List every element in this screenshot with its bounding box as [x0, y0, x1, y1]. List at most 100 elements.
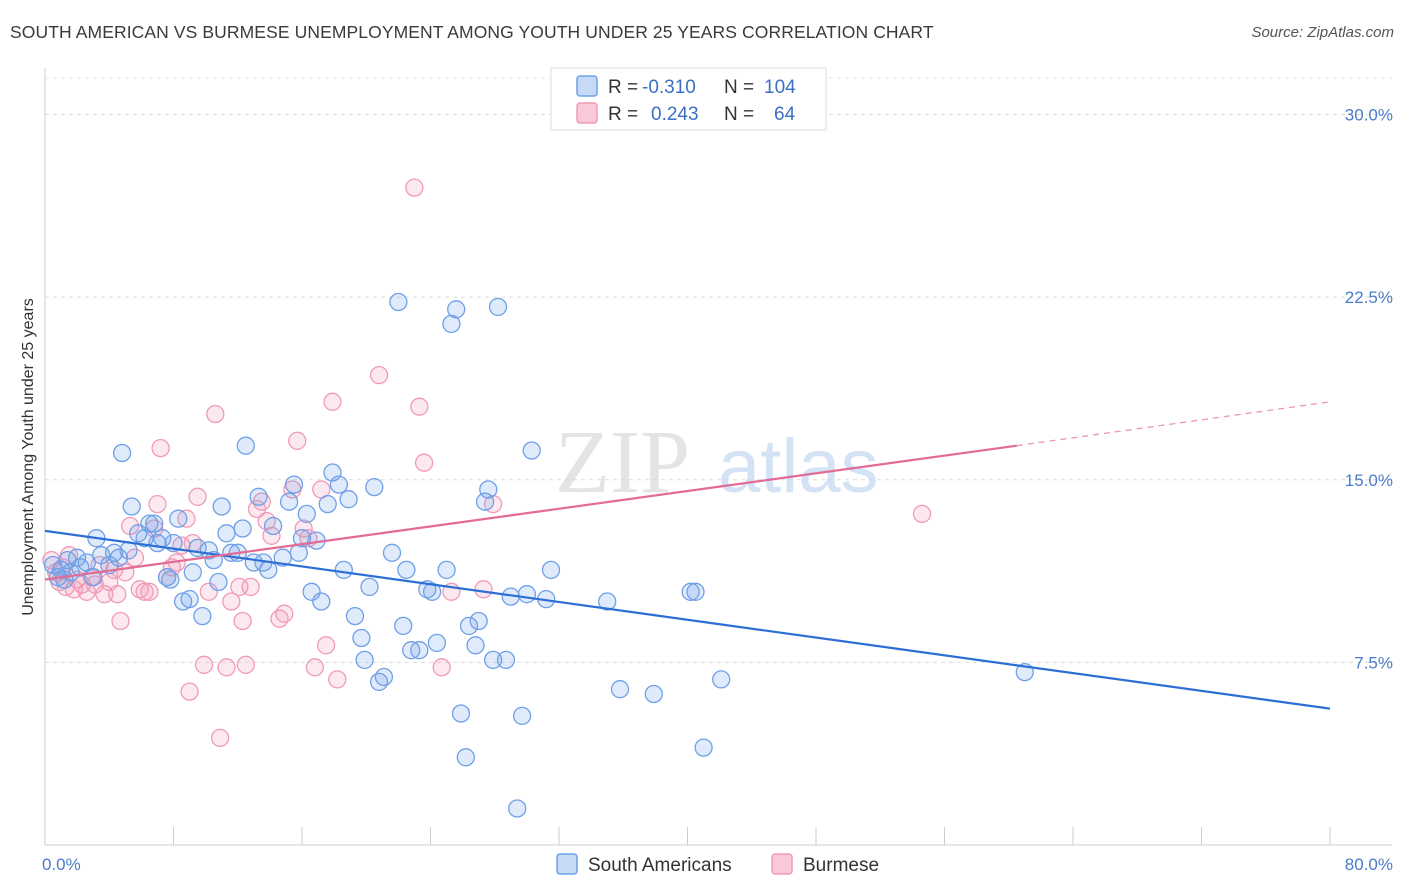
legend-n-value-1: 104: [764, 77, 796, 98]
trend-lines: [44, 401, 1331, 710]
south-americans-point-41: [236, 436, 255, 455]
south-americans-point-21: [145, 514, 164, 533]
bottom-legend-label-south-americans: South Americans: [588, 855, 732, 876]
burmese-point-57: [316, 636, 336, 655]
burmese-point-66: [474, 580, 493, 599]
legend-n-label-2: N =: [724, 104, 754, 125]
burmese-point-62: [410, 397, 429, 416]
south-americans-point-51: [292, 529, 312, 548]
legend-n-value-2: 64: [774, 104, 796, 125]
chart-source: Source: ZipAtlas.com: [1251, 24, 1394, 41]
legend-r-label-1: R =: [608, 77, 638, 98]
south-americans-point-67: [374, 667, 394, 687]
south-americans-point-29: [180, 589, 199, 609]
south-americans-point-20: [140, 514, 159, 533]
burmese-point-32: [180, 682, 199, 701]
y-tick-label-0: 7.5%: [1354, 653, 1393, 672]
south-americans-point-62: [352, 628, 371, 648]
south-americans-point-70: [394, 616, 413, 636]
south-americans-point-76: [427, 633, 447, 653]
burmese-point-46: [252, 492, 271, 511]
south-americans-point-17: [122, 497, 141, 516]
south-americans-point-40: [233, 519, 252, 538]
burmese-point-26: [151, 438, 170, 458]
south-americans-point-56: [318, 494, 337, 514]
south-americans-point-83: [466, 636, 485, 655]
burmese-point-34: [188, 487, 207, 506]
south-americans-point-14: [109, 548, 129, 567]
burmese-point-38: [210, 728, 230, 748]
burmese-point-55: [305, 658, 325, 677]
grid-lines: [45, 77, 1392, 663]
burmese-point-61: [405, 178, 424, 197]
burmese-point-40: [222, 592, 241, 611]
south-americans-point-37: [217, 524, 236, 543]
south-americans-point-69: [389, 292, 408, 312]
south-americans-point-99: [644, 684, 663, 704]
south-americans-point-97: [598, 592, 617, 611]
axes: [44, 68, 1392, 846]
south-americans-point-77: [437, 560, 456, 580]
burmese-point-64: [432, 658, 451, 677]
south-americans-point-46: [263, 516, 283, 536]
south-americans-point-96: [541, 560, 561, 580]
south-americans-point-48: [279, 492, 299, 511]
legend-r-label-2: R =: [608, 104, 638, 125]
south-americans-point-68: [382, 543, 402, 562]
south-americans-point-63: [355, 650, 374, 670]
burmese-point-39: [217, 658, 236, 677]
burmese-point-60: [369, 365, 389, 385]
south-americans-point-79: [447, 300, 466, 319]
watermark-atlas: atlas: [718, 424, 879, 509]
legend-swatch-burmese: [576, 102, 598, 124]
south-americans-point-78: [442, 314, 461, 334]
series-south-americans-points: [43, 292, 1034, 818]
burmese-point-35: [194, 655, 214, 674]
burmese-point-17: [111, 611, 130, 631]
south-americans-point-94: [522, 441, 541, 460]
burmese-trend-extension: [1016, 401, 1331, 447]
south-americans-point-91: [508, 799, 527, 818]
south-americans-point-75: [422, 582, 442, 601]
south-americans-point-55: [312, 592, 331, 611]
south-americans-point-87: [483, 650, 503, 670]
burmese-point-11: [85, 575, 104, 594]
y-tick-label-1: 15.0%: [1345, 471, 1393, 490]
burmese-point-42: [233, 611, 252, 631]
south-americans-point-35: [209, 572, 228, 592]
y-tick-label-2: 22.5%: [1345, 288, 1393, 307]
south-americans-point-93: [517, 585, 537, 604]
burmese-point-50: [275, 604, 294, 623]
south-americans-point-81: [456, 748, 475, 767]
south-americans-point-45: [259, 560, 278, 580]
y-axis-title: Unemployment Among Youth under 25 years: [20, 298, 37, 616]
south-americans-point-25: [161, 570, 180, 589]
south-americans-point-64: [360, 577, 379, 597]
burmese-trend-line: [44, 444, 1017, 581]
legend-bottom: South Americans Burmese: [556, 853, 879, 876]
bottom-legend-label-burmese: Burmese: [803, 855, 879, 876]
burmese-point-22: [135, 582, 154, 601]
bottom-legend-swatch-burmese: [771, 853, 793, 875]
south-americans-point-49: [284, 475, 304, 494]
legend-n-label-1: N =: [724, 77, 754, 98]
south-americans-point-89: [496, 650, 516, 670]
burmese-point-44: [241, 577, 260, 597]
south-americans-point-27: [169, 509, 188, 528]
burmese-point-16: [108, 585, 127, 604]
burmese-point-68: [912, 504, 932, 524]
burmese-point-63: [414, 453, 434, 472]
south-americans-point-52: [297, 504, 316, 524]
south-americans-point-98: [610, 680, 630, 699]
legend-swatch-south-americans: [576, 75, 598, 97]
south-americans-point-73: [410, 641, 429, 660]
legend-r-value-2: 0.243: [651, 104, 699, 125]
watermark-zip: ZIP: [555, 413, 690, 512]
south-americans-point-103: [712, 670, 731, 689]
burmese-point-58: [323, 392, 342, 411]
south-americans-point-100: [681, 582, 700, 601]
south-americans-point-71: [397, 560, 416, 580]
south-americans-point-32: [193, 606, 212, 626]
south-americans-point-58: [329, 475, 349, 494]
